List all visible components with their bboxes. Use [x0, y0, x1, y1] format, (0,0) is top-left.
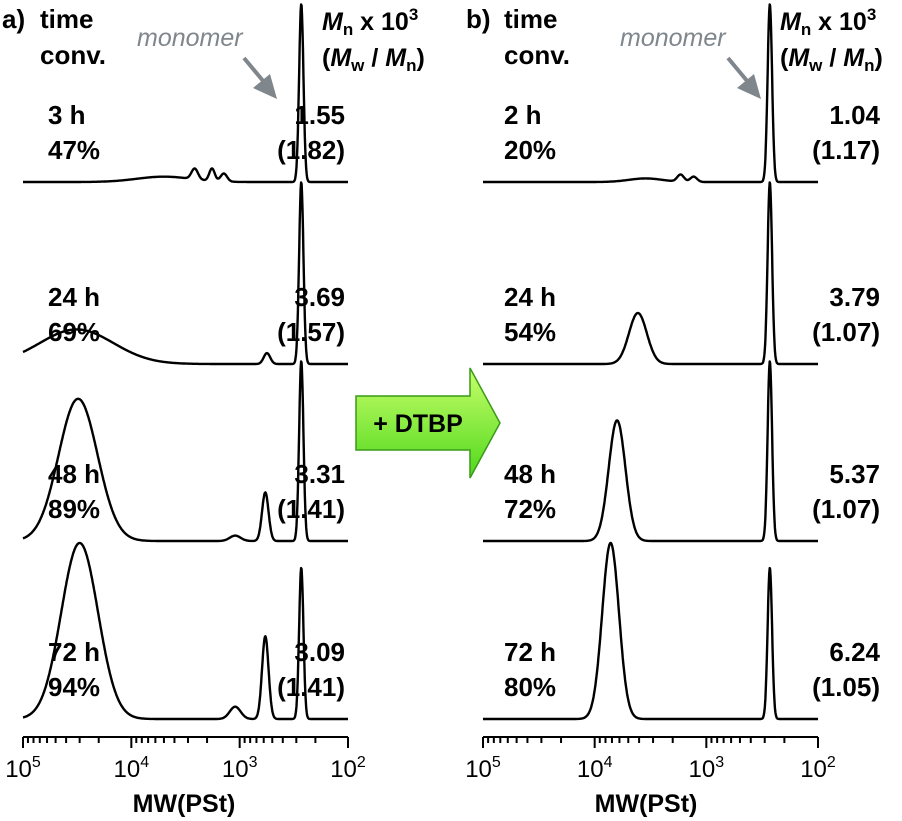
x-axis-label-a: MW(PSt)	[133, 790, 236, 818]
x-axis-a: 105 104 103 102	[5, 736, 366, 783]
x-axis-b: 105 104 103 102	[465, 736, 836, 783]
monomer-arrow-b	[726, 56, 761, 99]
trace-mn-label: 3.09	[294, 637, 345, 667]
header-ratio-sep-b: /	[822, 44, 843, 72]
header-ratio-close-a: )	[416, 44, 424, 72]
gpc-trace-b-1	[482, 3, 819, 184]
trace-conv-label: 80%	[504, 672, 556, 702]
header-mw-symbol-a: M	[330, 44, 352, 72]
header-ratio-open-a: (	[322, 44, 331, 72]
header-mn-exp-a: 3	[409, 5, 418, 24]
trace-conv-label: 54%	[504, 317, 556, 347]
trace-conv-label: 89%	[48, 494, 100, 524]
trace-time-label: 48 h	[48, 459, 100, 489]
x-tick-label: 102	[800, 754, 836, 783]
x-tick-label: 105	[5, 754, 41, 783]
header-mn-b: Mn x 103	[780, 5, 876, 39]
gpc-trace-a-3	[22, 360, 349, 543]
x-tick-label: 105	[465, 754, 501, 783]
trace-mn-label: 3.31	[294, 459, 345, 489]
panel-label-b: b)	[466, 4, 491, 34]
header-time-a: time	[40, 4, 93, 34]
trace-pdi-label: (1.17)	[812, 135, 880, 165]
trace-time-label: 48 h	[504, 459, 556, 489]
trace-mn-label: 3.69	[294, 282, 345, 312]
gpc-trace-b-4	[482, 541, 819, 721]
x-tick-label: 103	[222, 754, 258, 783]
header-mn-sub-a: n	[343, 20, 353, 39]
dtbp-arrow: + DTBP	[355, 367, 501, 479]
header-mn-rest-a: x 10	[353, 8, 409, 36]
header-mn-symbol-b: M	[780, 8, 802, 36]
trace-conv-label: 47%	[48, 135, 100, 165]
gpc-trace-a-2	[22, 181, 349, 366]
trace-time-label: 24 h	[48, 282, 100, 312]
panel-a: a) time conv. Mn x 103 (Mw / Mn) monomer…	[2, 3, 425, 818]
trace-mn-label: 1.04	[829, 100, 880, 130]
monomer-annotation-b: monomer	[620, 24, 727, 52]
header-ratio-sep-a: /	[364, 44, 385, 72]
x-tick-label: 104	[114, 754, 150, 783]
header-ratio-a: (Mw / Mn)	[322, 44, 425, 75]
header-ratio-open-b: (	[780, 44, 789, 72]
trace-pdi-label: (1.05)	[812, 672, 880, 702]
trace-labels-b: 2 h 20% 1.04 (1.17) 24 h 54% 3.79 (1.07) 48 h 72%…	[504, 100, 881, 702]
header-ratio-close-b: )	[874, 44, 882, 72]
trace-mn-label: 6.24	[829, 637, 880, 667]
trace-mn-label: 5.37	[829, 459, 880, 489]
x-axis-label-b: MW(PSt)	[595, 790, 698, 818]
x-tick-label: 103	[689, 754, 725, 783]
trace-time-label: 2 h	[504, 100, 542, 130]
header-conv-a: conv.	[40, 40, 106, 70]
monomer-arrow-a	[242, 56, 277, 99]
panel-label-a: a)	[2, 4, 25, 34]
traces-b	[482, 3, 819, 721]
trace-pdi-label: (1.41)	[277, 494, 345, 524]
trace-conv-label: 72%	[504, 494, 556, 524]
monomer-annotation-a: monomer	[137, 24, 244, 52]
header-mn2-symbol-b: M	[843, 44, 865, 72]
trace-labels-a: 3 h 47% 1.55 (1.82) 24 h 69% 3.69 (1.57) 48 h 89%…	[48, 100, 345, 702]
header-mn2-sub-b: n	[864, 56, 874, 75]
trace-pdi-label: (1.82)	[277, 135, 345, 165]
header-ratio-b: (Mw / Mn)	[780, 44, 883, 75]
trace-time-label: 3 h	[48, 100, 86, 130]
dtbp-arrow-label: + DTBP	[373, 410, 463, 438]
gpc-trace-a-1	[22, 3, 349, 184]
header-mw-sub-b: w	[808, 56, 823, 75]
trace-time-label: 72 h	[48, 637, 100, 667]
header-time-b: time	[504, 4, 557, 34]
header-mn-exp-b: 3	[867, 5, 876, 24]
trace-pdi-label: (1.07)	[812, 494, 880, 524]
trace-pdi-label: (1.07)	[812, 317, 880, 347]
trace-conv-label: 94%	[48, 672, 100, 702]
header-mw-symbol-b: M	[788, 44, 810, 72]
trace-mn-label: 3.79	[829, 282, 880, 312]
trace-time-label: 72 h	[504, 637, 556, 667]
header-mw-sub-a: w	[350, 56, 365, 75]
header-mn2-sub-a: n	[406, 56, 416, 75]
header-mn-a: Mn x 103	[322, 5, 418, 39]
panel-b: b) time conv. Mn x 103 (Mw / Mn) monomer…	[465, 3, 883, 818]
x-tick-label: 104	[577, 754, 613, 783]
trace-pdi-label: (1.57)	[277, 317, 345, 347]
gpc-trace-a-4	[22, 541, 349, 721]
trace-conv-label: 69%	[48, 317, 100, 347]
gpc-trace-b-2	[482, 181, 819, 366]
header-mn-sub-b: n	[801, 20, 811, 39]
header-mn2-symbol-a: M	[385, 44, 407, 72]
trace-mn-label: 1.55	[294, 100, 345, 130]
trace-time-label: 24 h	[504, 282, 556, 312]
traces-a	[22, 3, 349, 721]
header-mn-rest-b: x 10	[811, 8, 867, 36]
trace-pdi-label: (1.41)	[277, 672, 345, 702]
dtbp-arrow-shape	[355, 367, 501, 479]
trace-conv-label: 20%	[504, 135, 556, 165]
header-mn-symbol-a: M	[322, 8, 344, 36]
gpc-trace-b-3	[482, 360, 819, 543]
x-tick-label: 102	[330, 754, 366, 783]
header-conv-b: conv.	[504, 40, 570, 70]
